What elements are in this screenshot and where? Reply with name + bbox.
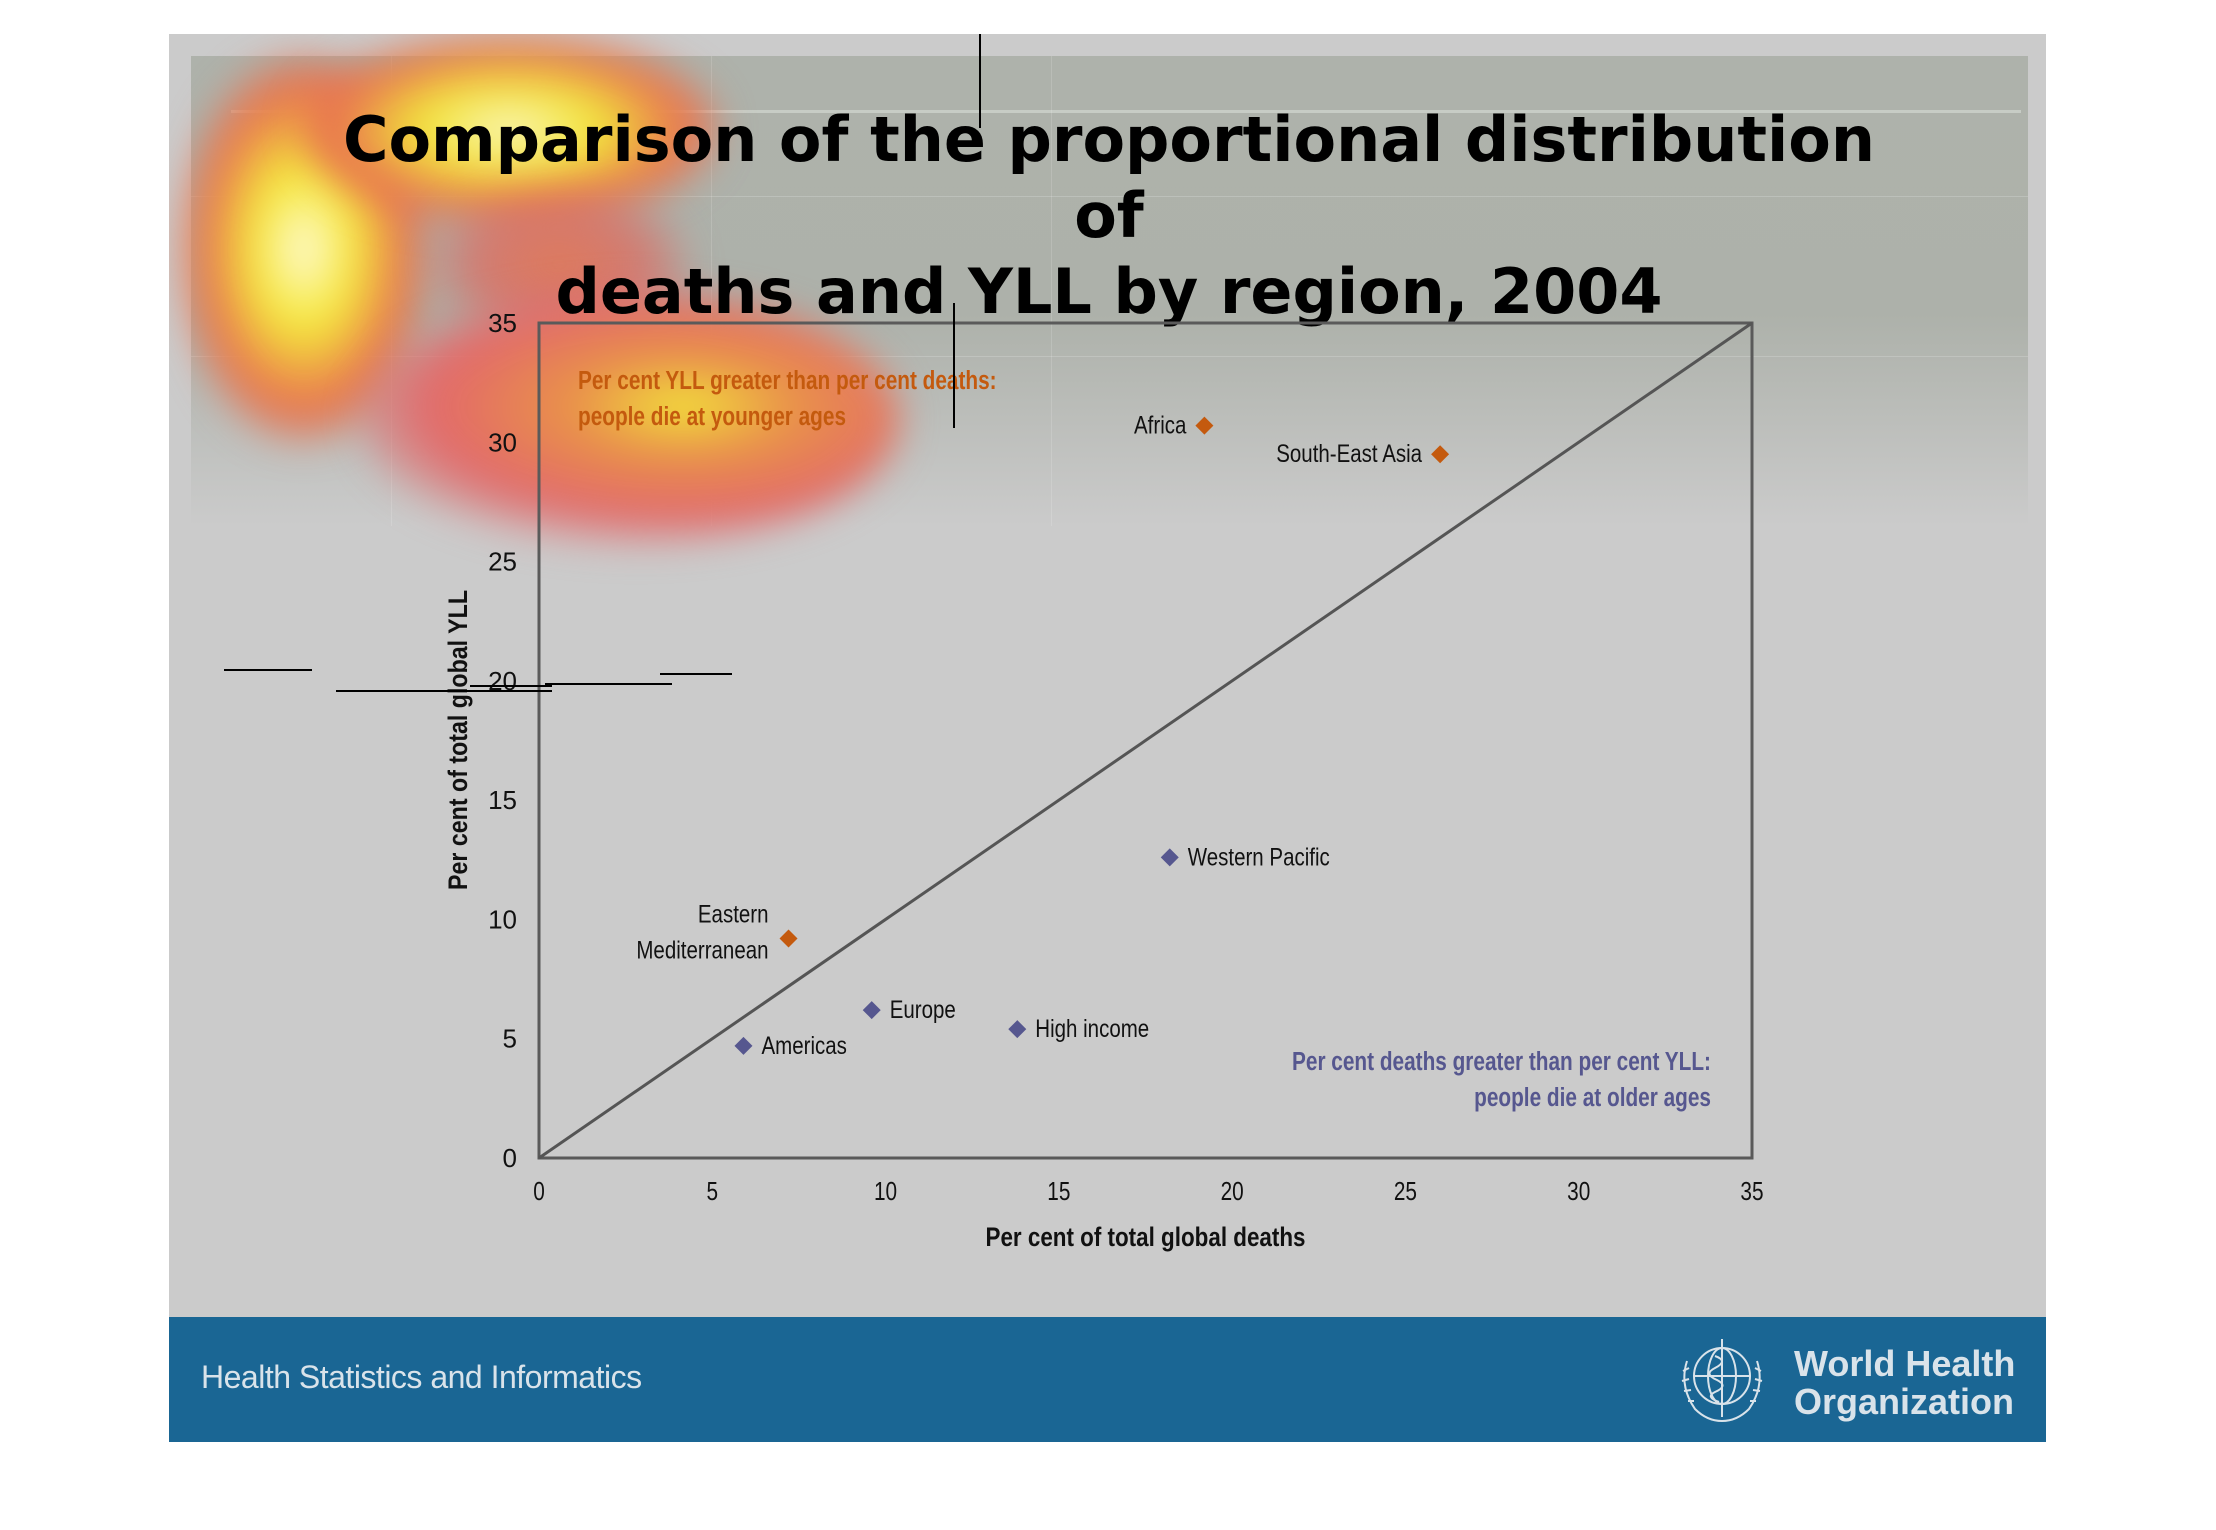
artifact-line [224,669,312,671]
data-point-label: Eastern [698,900,769,928]
slide-title: Comparison of the proportional distribut… [339,102,1879,330]
artifact-line [336,690,552,692]
data-point-marker [779,929,798,948]
who-name-line-1: World Health [1794,1343,2016,1384]
plot-frame [537,321,1754,1160]
reference-line-y-equals-x [538,321,1753,1160]
y-tick-label: 30 [488,427,517,457]
annotation-younger-ages: people die at younger ages [578,402,846,431]
footer-department-text: Health Statistics and Informatics [201,1359,642,1395]
data-point-label: Africa [1134,411,1187,439]
slide: Comparison of the proportional distribut… [169,34,2046,1442]
data-point-marker [1160,848,1179,867]
data-point-marker [734,1036,753,1055]
artifact-line [660,673,732,675]
annotation-older-ages: people die at older ages [1474,1083,1711,1112]
y-tick-label: 5 [503,1024,517,1054]
y-tick-label: 0 [503,1143,517,1173]
data-point-marker [1431,445,1450,464]
data-point-marker [862,1001,881,1020]
x-tick-label: 15 [1047,1177,1070,1206]
data-point-label: High income [1035,1014,1149,1042]
title-line-2: deaths and YLL by region, 2004 [555,255,1663,328]
annotation-older-ages: Per cent deaths greater than per cent YL… [1292,1047,1711,1076]
map-gridline [1051,56,1052,526]
y-tick-label: 15 [488,785,517,815]
x-tick-label: 0 [533,1177,545,1206]
data-point-label: South-East Asia [1276,439,1422,467]
panel-divider [231,110,2021,113]
annotation-younger-ages: Per cent YLL greater than per cent death… [578,366,997,395]
x-tick-label: 35 [1740,1177,1763,1206]
data-point-marker [1008,1020,1027,1039]
y-axis-label: Per cent of total global YLL [443,590,473,890]
data-point-label: Western Pacific [1188,842,1330,870]
x-tick-label: 5 [707,1177,719,1206]
who-name: World Health Organization [1794,1345,2015,1421]
map-gridline [711,56,712,526]
data-point-label: Mediterranean [636,936,768,964]
x-axis-label: Per cent of total global deaths [986,1222,1306,1252]
artifact-line [953,303,955,428]
data-point-label: Europe [890,995,956,1023]
x-tick-label: 10 [874,1177,897,1206]
x-tick-label: 30 [1567,1177,1590,1206]
data-point-label: Americas [761,1031,846,1059]
footer-bar: Health Statistics and Informatics World … [169,1317,2046,1442]
artifact-line [979,34,981,128]
who-name-line-2: Organization [1794,1381,2015,1422]
who-emblem-icon [1681,1339,1763,1422]
y-tick-label: 10 [488,904,517,934]
y-tick-label: 35 [488,308,517,338]
map-gridline [191,196,2028,197]
artifact-line [545,683,672,685]
title-line-1: Comparison of the proportional distribut… [342,103,1876,252]
map-gridline [191,356,2028,357]
data-point-marker [1195,416,1214,435]
artifact-line [470,685,552,687]
x-tick-label: 20 [1221,1177,1244,1206]
x-tick-label: 25 [1394,1177,1417,1206]
y-tick-label: 25 [488,547,517,577]
